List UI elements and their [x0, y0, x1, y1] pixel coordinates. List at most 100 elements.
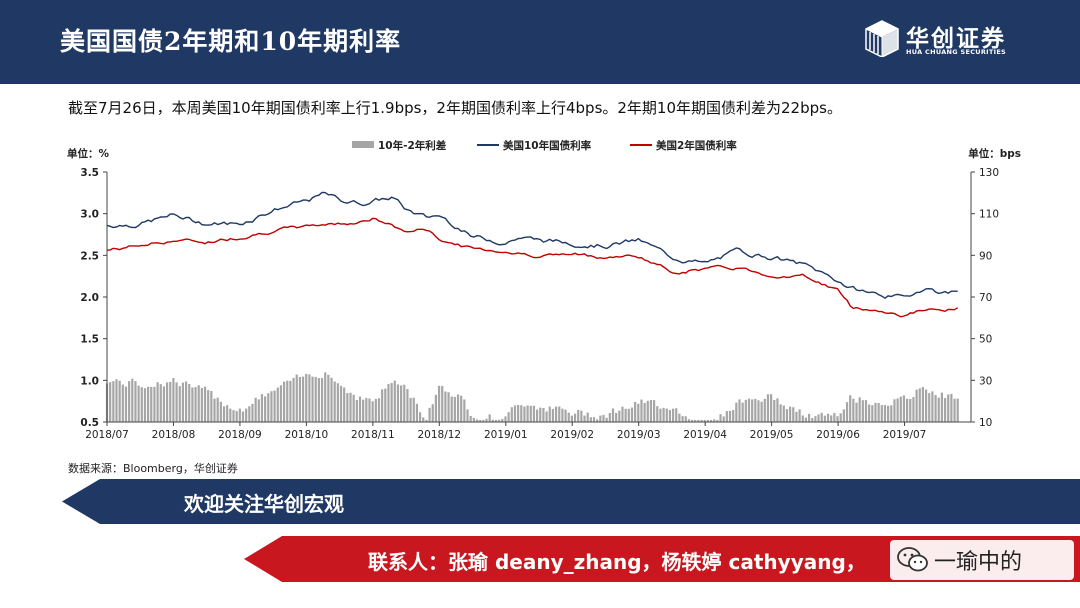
spread-bar — [551, 409, 555, 422]
spread-bar — [317, 378, 320, 422]
spread-bar — [592, 417, 596, 422]
spread-bar — [785, 409, 789, 422]
spread-bar — [890, 405, 893, 422]
spread-bar — [381, 389, 384, 422]
legend — [352, 141, 652, 148]
spread-bar — [213, 398, 216, 422]
spread-bar — [640, 399, 643, 422]
spread-bar — [115, 379, 118, 422]
spread-bar — [830, 415, 833, 422]
series-line-2y — [106, 217, 959, 318]
spread-bar — [637, 403, 640, 422]
contact-banner — [244, 536, 1080, 582]
spread-bar — [820, 412, 823, 422]
spread-bar — [349, 392, 352, 422]
spread-bar — [162, 386, 166, 422]
spread-bar — [444, 391, 447, 422]
spread-bar — [744, 399, 747, 422]
y-right-tick-label: 130 — [979, 167, 999, 179]
spread-bar — [950, 393, 953, 422]
spread-bar — [358, 396, 362, 422]
spread-bar — [295, 374, 298, 422]
spread-bar — [131, 378, 134, 422]
spread-bar — [450, 396, 453, 422]
spread-bar — [924, 389, 928, 422]
spread-bar — [608, 412, 611, 422]
spread-bar — [387, 384, 390, 422]
spread-bar — [883, 405, 887, 422]
spread-bar — [134, 381, 137, 422]
logo-cube-icon — [865, 20, 899, 57]
spread-bar — [159, 384, 162, 422]
spread-bar — [887, 405, 890, 422]
spread-bar — [425, 419, 428, 422]
series-line-10y — [106, 191, 958, 300]
spread-bar — [494, 419, 498, 422]
spread-bar — [940, 392, 943, 422]
x-tick-label: 2018/10 — [285, 429, 329, 441]
spread-bar — [700, 419, 703, 422]
spread-bar — [852, 398, 855, 422]
spread-bar — [232, 410, 235, 422]
legend-swatch-spread — [352, 141, 374, 148]
spread-bar — [301, 376, 305, 422]
spread-bar — [431, 404, 434, 422]
spread-bar — [472, 417, 475, 422]
spread-bar — [229, 408, 232, 422]
spread-bar — [877, 403, 880, 422]
x-tick-label: 2019/07 — [883, 429, 927, 441]
spread-bar — [267, 393, 270, 422]
spread-bar — [839, 413, 842, 422]
spread-bar — [858, 397, 861, 422]
spread-bar — [482, 419, 485, 422]
spread-bar — [498, 419, 501, 422]
spread-bar — [273, 390, 276, 422]
spread-bar — [706, 419, 709, 422]
spread-bar — [336, 383, 339, 422]
spread-bar — [178, 386, 181, 422]
spread-bar — [339, 385, 343, 422]
spread-bar — [725, 411, 728, 422]
spread-bar — [656, 406, 659, 422]
spread-bar — [741, 402, 744, 422]
spread-bar — [441, 385, 444, 422]
spread-bar — [270, 391, 273, 422]
spread-bar — [245, 408, 248, 422]
spread-bar — [580, 410, 583, 422]
y-right-tick-label: 30 — [979, 375, 992, 387]
spread-bar — [434, 394, 438, 422]
spread-bar — [548, 406, 551, 422]
spread-bar — [143, 388, 147, 422]
spread-bar — [573, 413, 577, 422]
spread-bar — [921, 387, 925, 422]
spread-bar — [542, 407, 545, 422]
spread-bar — [311, 376, 314, 422]
spread-bar — [630, 407, 634, 422]
spread-bar — [437, 385, 441, 422]
spread-bar — [488, 414, 491, 422]
x-tick-label: 2019/01 — [484, 429, 528, 441]
spread-bar — [535, 409, 539, 422]
spread-bar — [305, 373, 308, 422]
spread-bar — [792, 407, 795, 422]
spread-bar — [687, 419, 690, 422]
spread-bar — [605, 417, 608, 422]
spread-bar — [738, 399, 741, 422]
x-tick-label: 2018/11 — [351, 429, 395, 441]
spread-bar — [728, 410, 732, 422]
wechat-watermark: 一瑜中的 — [890, 540, 1074, 580]
spread-bar — [308, 374, 311, 422]
spread-bar — [554, 406, 558, 422]
x-tick-label: 2018/08 — [152, 429, 196, 441]
spread-bar — [181, 382, 185, 422]
spread-bar — [849, 395, 852, 422]
spread-bar — [260, 394, 264, 422]
spread-bar — [618, 410, 621, 422]
spread-bar — [868, 404, 871, 422]
spread-bar — [298, 376, 302, 422]
spread-bar — [409, 397, 412, 422]
spread-bar — [763, 398, 766, 422]
spread-bar — [418, 412, 422, 422]
spread-bar — [653, 400, 656, 422]
spread-bar — [532, 405, 536, 422]
